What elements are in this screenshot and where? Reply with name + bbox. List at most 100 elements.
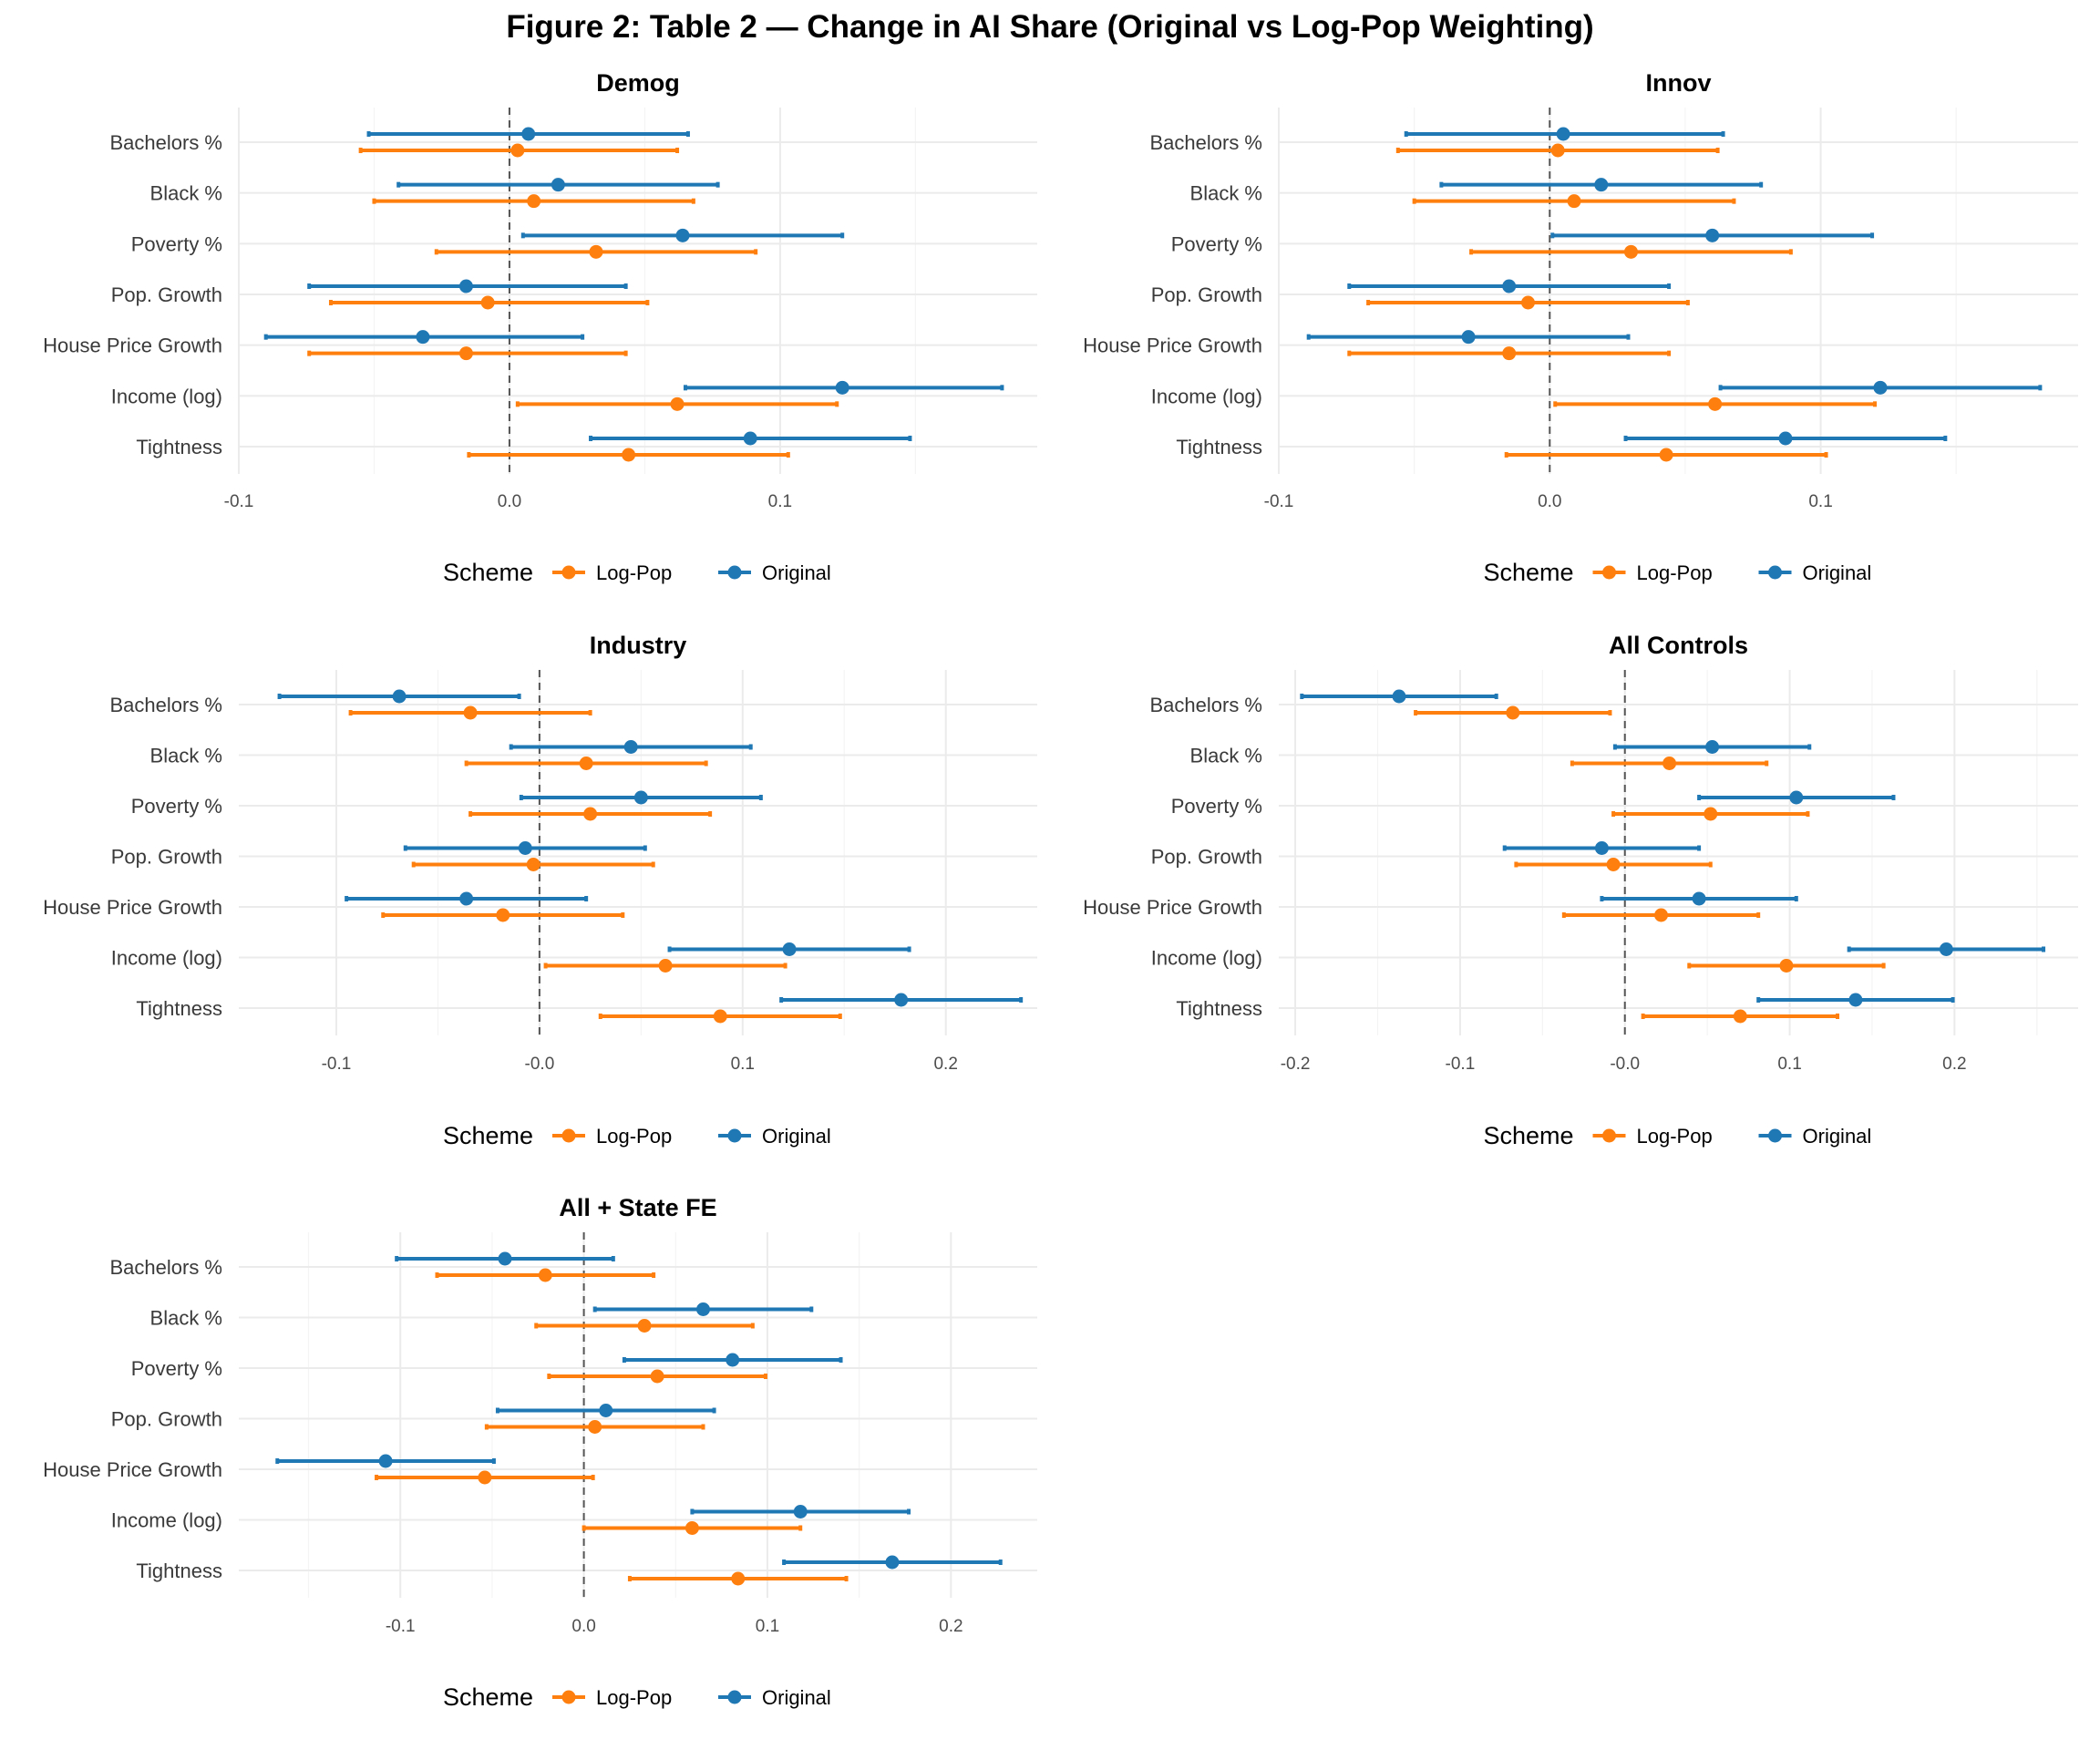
panel-4-original-point — [1692, 891, 1706, 906]
panel-1-logpop-point — [527, 194, 541, 209]
panel-3-logpop-point — [463, 705, 478, 720]
panel-4-logpop-point — [1704, 807, 1718, 821]
panel-2-original-point — [1502, 279, 1517, 293]
panel-1-original-point — [675, 228, 690, 242]
panel-5-original-point — [885, 1555, 900, 1570]
panel-5-logpop-point — [685, 1521, 699, 1535]
panel-3-y-tick-label: Black % — [150, 745, 222, 767]
panel-3-original-point — [392, 689, 407, 704]
panel-4-y-tick-label: Pop. Growth — [1151, 846, 1262, 869]
panel-1-logpop-point — [458, 346, 473, 361]
panel-1-y-tick-label: Poverty % — [131, 232, 222, 255]
panel-4-x-tick-label: -0.0 — [1610, 1055, 1640, 1074]
panel-1-y-tick-label: Pop. Growth — [111, 283, 222, 306]
panel-1-original-point — [743, 431, 757, 446]
panel-2-logpop-point — [1550, 143, 1565, 158]
panel-2-y-tick-label: Income (log) — [1151, 385, 1262, 407]
panel-1-y-tick-label: House Price Growth — [43, 335, 222, 357]
panel-3-original-point — [623, 740, 638, 754]
panel-1-y-tick-label: Black % — [150, 182, 222, 205]
panel-5-original-point — [498, 1251, 512, 1266]
panel-2-original-point — [1556, 127, 1570, 141]
panel-4-y-tick-label: Bachelors % — [1149, 694, 1262, 716]
panel-5-legend-original-key-point — [727, 1690, 742, 1704]
panel-2-y-tick-label: House Price Growth — [1083, 335, 1262, 357]
panel-1-legend-logpop-key-point — [561, 565, 576, 580]
panel-5-y-tick-label: Pop. Growth — [111, 1408, 222, 1431]
panel-5-logpop-point — [478, 1470, 492, 1485]
panel-1-x-tick-label: -0.1 — [224, 492, 254, 511]
panel-3-original-point — [518, 841, 532, 855]
panel-3-legend-title: Scheme — [443, 1122, 533, 1149]
panel-3-legend-original-label: Original — [762, 1125, 831, 1148]
panel-1-logpop-point — [622, 448, 636, 462]
panel-5-original-point — [793, 1505, 808, 1518]
panel-3-original-point — [459, 891, 474, 906]
panel-4-logpop-point — [1733, 1009, 1747, 1024]
panel-5-y-tick-label: Tightness — [136, 1560, 222, 1582]
panel-5-x-tick-label: -0.1 — [386, 1617, 416, 1636]
panel-2-y-tick-label: Pop. Growth — [1151, 283, 1262, 306]
panel-2-logpop-point — [1567, 194, 1581, 209]
figure-title: Figure 2: Table 2 — Change in AI Share (… — [506, 9, 1594, 45]
panel-1-y-tick-label: Tightness — [136, 436, 222, 458]
panel-5-y-tick-label: Income (log) — [111, 1509, 222, 1532]
panel-2-logpop-point — [1521, 295, 1536, 310]
panel-5-y-tick-label: Bachelors % — [109, 1256, 222, 1279]
panel-3-original-point — [894, 993, 909, 1007]
panel-5-legend-logpop-key-point — [561, 1690, 576, 1704]
panel-3-logpop-point — [583, 807, 598, 821]
panel-4-logpop-point — [1506, 705, 1520, 720]
panel-3-original-point — [633, 790, 648, 805]
panel-1-original-point — [835, 380, 849, 395]
panel-2-legend-original-label: Original — [1803, 561, 1872, 584]
panel-5-legend-title: Scheme — [443, 1683, 533, 1711]
panel-3-y-tick-label: Income (log) — [111, 947, 222, 970]
panel-3-logpop-point — [526, 858, 540, 871]
panel-3-y-tick-label: Poverty % — [131, 795, 222, 818]
panel-3-legend-logpop-label: Log-Pop — [596, 1125, 672, 1148]
panel-2-original-point — [1705, 228, 1720, 242]
panel-5-legend-logpop-label: Log-Pop — [596, 1686, 672, 1709]
panel-2-legend-logpop-key-point — [1602, 565, 1616, 580]
panel-2-y-tick-label: Poverty % — [1171, 232, 1262, 255]
panel-2-x-tick-label: 0.1 — [1808, 492, 1832, 511]
panel-2-y-tick-label: Black % — [1190, 182, 1262, 205]
panel-1-y-tick-label: Income (log) — [111, 385, 222, 407]
panel-1-x-tick-label: 0.0 — [498, 492, 521, 511]
panel-3-original-point — [782, 942, 797, 956]
panel-2-legend-title: Scheme — [1484, 559, 1574, 586]
panel-3-logpop-point — [496, 908, 510, 922]
panel-5-logpop-point — [637, 1319, 652, 1333]
panel-2-original-point — [1594, 178, 1609, 192]
panel-1-title: Demog — [596, 69, 680, 97]
panel-4-original-point — [1789, 790, 1804, 805]
panel-2-logpop-point — [1659, 448, 1673, 462]
panel-4-logpop-point — [1662, 757, 1677, 770]
panel-1-original-point — [416, 330, 430, 345]
panel-4-y-tick-label: Black % — [1190, 745, 1262, 767]
panel-3-logpop-point — [713, 1009, 727, 1024]
panel-1-y-tick-label: Bachelors % — [109, 131, 222, 154]
panel-4-y-tick-label: Tightness — [1176, 997, 1262, 1020]
panel-5-x-tick-label: 0.0 — [571, 1617, 595, 1636]
panel-4-x-tick-label: 0.2 — [1942, 1055, 1966, 1074]
panel-2-logpop-point — [1708, 396, 1723, 411]
panel-3-logpop-point — [658, 959, 673, 973]
panel-5-x-tick-label: 0.1 — [756, 1617, 779, 1636]
panel-3-legend-original-key-point — [727, 1128, 742, 1143]
panel-4-y-tick-label: Income (log) — [1151, 947, 1262, 970]
panel-4-original-point — [1705, 740, 1720, 754]
panel-4-legend-original-label: Original — [1803, 1125, 1872, 1148]
panel-3-y-tick-label: House Price Growth — [43, 896, 222, 919]
panel-4-legend-title: Scheme — [1484, 1122, 1574, 1149]
panel-1-logpop-point — [480, 295, 495, 310]
panel-2-legend-original-key-point — [1768, 565, 1782, 580]
panel-4-original-point — [1848, 993, 1863, 1007]
panel-4-logpop-point — [1606, 858, 1621, 871]
panel-1-legend-title: Scheme — [443, 559, 533, 586]
panel-4-logpop-point — [1654, 908, 1669, 922]
panel-2-legend-logpop-label: Log-Pop — [1637, 561, 1713, 584]
panel-3-logpop-point — [579, 757, 593, 770]
